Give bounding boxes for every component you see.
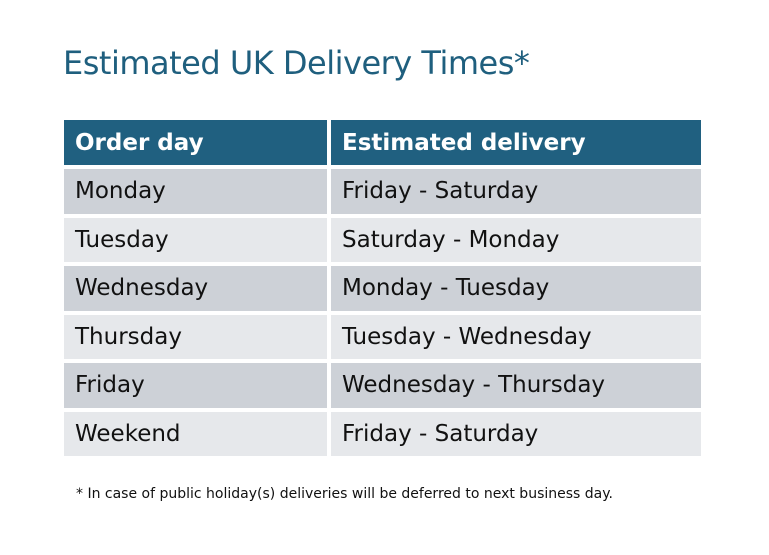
footnote: * In case of public holiday(s) deliverie… [76, 486, 613, 502]
page-title: Estimated UK Delivery Times* [63, 44, 530, 82]
table-cell-order-day: Tuesday [64, 217, 327, 262]
header-estimated-delivery: Estimated delivery [331, 120, 701, 165]
header-order-day: Order day [64, 120, 327, 165]
table-cell-order-day: Monday [64, 169, 327, 214]
table-cell-order-day: Friday [64, 363, 327, 408]
table-cell-delivery: Friday - Saturday [331, 411, 701, 456]
table-cell-order-day: Weekend [64, 411, 327, 456]
table-cell-delivery: Monday - Tuesday [331, 266, 701, 311]
table-cell-order-day: Wednesday [64, 266, 327, 311]
table-cell-delivery: Friday - Saturday [331, 169, 701, 214]
table-cell-order-day: Thursday [64, 314, 327, 359]
delivery-table: Order day Estimated delivery Monday Frid… [64, 120, 701, 456]
table-cell-delivery: Saturday - Monday [331, 217, 701, 262]
table-cell-delivery: Wednesday - Thursday [331, 363, 701, 408]
table-cell-delivery: Tuesday - Wednesday [331, 314, 701, 359]
